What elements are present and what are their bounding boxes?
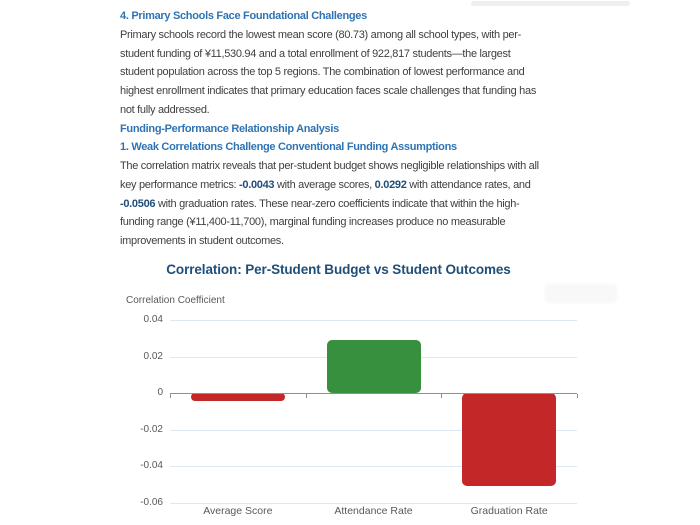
text-segment: improvements in student outcomes.: [120, 235, 284, 247]
plot-area: 0.04 0.02 0 -0.02 -0.04 -0.06 Average Score Att…: [100, 258, 578, 524]
paragraph-line: The correlation matrix reveals that per-…: [120, 157, 620, 176]
section-heading: 1. Weak Correlations Challenge Conventio…: [120, 138, 620, 157]
gridline: [170, 503, 577, 504]
bar-average-score: [190, 393, 285, 402]
text-segment: not fully addressed.: [120, 103, 210, 116]
x-tick-mark: [441, 394, 443, 399]
paragraph-line: funding range (¥11,400-11,700), marginal…: [120, 213, 620, 232]
bar-attendance-rate: [326, 339, 421, 394]
bar-graduation-rate: [462, 393, 557, 486]
paragraph-line: student population across the top 5 regi…: [120, 63, 620, 82]
y-tick-label: -0.02: [140, 423, 163, 435]
correlation-value: 0.0292: [374, 178, 407, 191]
report-chart: Correlation: Per-Student Budget vs Stude…: [100, 258, 617, 524]
gridline: [170, 320, 577, 321]
paragraph-line: not fully addressed.: [120, 101, 620, 120]
paragraph-line: highest enrollment indicates that primar…: [120, 82, 620, 101]
x-tick-mark: [305, 394, 307, 399]
text-segment: The correlation matrix reveals that per-…: [120, 160, 539, 172]
text-segment: 4. Primary Schools Face Foundational Cha…: [120, 10, 367, 22]
chart-title: Correlation: Per-Student Budget vs Stude…: [166, 262, 511, 277]
text-segment: with graduation rates. These near-zero c…: [155, 197, 520, 210]
correlation-value: -0.0043: [239, 178, 275, 191]
text-segment: funding range (¥11,400-11,700), marginal…: [120, 216, 506, 229]
y-tick-label: 0: [157, 387, 163, 399]
y-tick-label: -0.04: [140, 460, 163, 472]
y-tick-label: 0.02: [143, 350, 163, 362]
y-tick-label: 0.04: [143, 314, 163, 325]
gridline: [170, 429, 577, 431]
text-segment: key performance metrics:: [120, 178, 240, 191]
y-tick-label: -0.06: [140, 497, 163, 508]
text-segment: Primary schools record the lowest mean s…: [120, 28, 521, 41]
x-tick-mark: [577, 394, 578, 399]
text-segment: with average scores,: [274, 178, 375, 191]
x-tick-mark: [170, 394, 171, 399]
paragraph-line: student funding of ¥11,530.94 and a tota…: [120, 45, 620, 64]
text-segment: student population across the top 5 regi…: [120, 66, 525, 79]
text-segment: student funding of ¥11,530.94 and a tota…: [120, 47, 511, 60]
x-category-label: Attendance Rate: [334, 505, 413, 517]
section-heading: 4. Primary Schools Face Foundational Cha…: [120, 7, 620, 26]
x-category-label: Average Score: [203, 505, 273, 517]
x-category-label: Graduation Rate: [470, 505, 548, 517]
paragraph-line: key performance metrics: -0.0043 with av…: [120, 176, 620, 195]
paragraph-line: Primary schools record the lowest mean s…: [120, 26, 620, 45]
x-axis-line: [170, 393, 577, 395]
window-artifact-strip: [471, 1, 630, 6]
text-segment: Funding-Performance Relationship Analysi…: [120, 122, 339, 135]
text-segment: with attendance rates, and: [406, 178, 531, 191]
document-text: 4. Primary Schools Face Foundational Cha…: [120, 7, 620, 251]
text-segment: highest enrollment indicates that primar…: [120, 85, 537, 97]
y-axis-label: Correlation Coefficient: [126, 295, 225, 306]
text-segment: 1. Weak Correlations Challenge Conventio…: [120, 141, 457, 154]
paragraph-line: -0.0506 with graduation rates. These nea…: [120, 195, 620, 214]
correlation-value: -0.0506: [120, 197, 156, 210]
gridline: [170, 466, 577, 468]
chart-watermark: [545, 284, 617, 303]
paragraph-line: improvements in student outcomes.: [120, 232, 620, 251]
section-heading: Funding-Performance Relationship Analysi…: [120, 120, 620, 139]
